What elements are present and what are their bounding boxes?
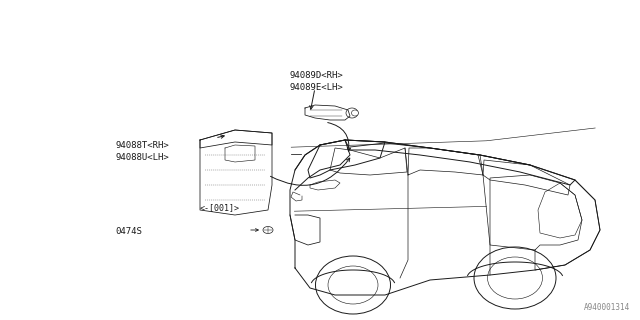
Text: 94089D<RH>: 94089D<RH>: [290, 70, 344, 79]
Ellipse shape: [351, 110, 358, 116]
Text: 94089E<LH>: 94089E<LH>: [290, 84, 344, 92]
Text: 0474S: 0474S: [115, 228, 142, 236]
Text: <-[001]>: <-[001]>: [200, 204, 240, 212]
Text: 94088U<LH>: 94088U<LH>: [115, 154, 169, 163]
Text: 94088T<RH>: 94088T<RH>: [115, 140, 169, 149]
Text: A940001314: A940001314: [584, 303, 630, 312]
